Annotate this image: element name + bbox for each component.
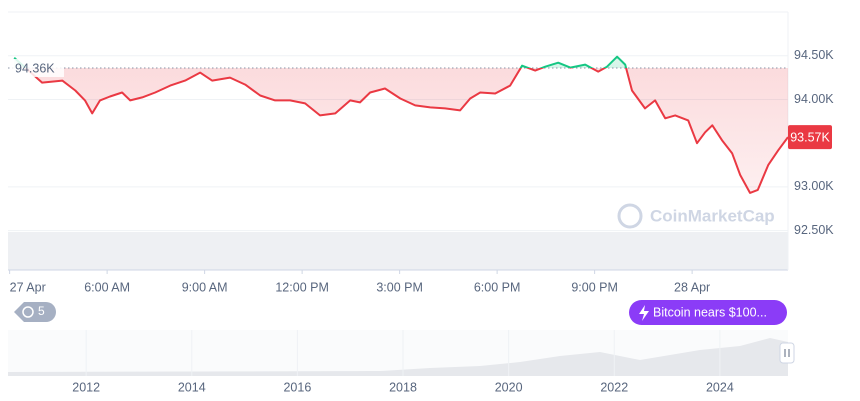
last-price-bg xyxy=(788,125,832,150)
news-text[interactable]: Bitcoin nears $100... xyxy=(653,305,767,319)
price-line xyxy=(13,55,789,194)
history-icon xyxy=(22,306,34,318)
watermark-text: CoinMarketCap xyxy=(650,206,775,225)
y-tick-label: 94.00K xyxy=(794,92,834,106)
navigator-tick-label: 2018 xyxy=(389,380,417,394)
y-tick-label: 94.50K xyxy=(794,48,834,62)
last-price-label: 93.57K xyxy=(790,130,830,144)
x-tick-label: 28 Apr xyxy=(674,280,710,294)
navigator-handle[interactable] xyxy=(779,342,795,364)
baseline-label-bg xyxy=(10,58,64,77)
navigator-tick-label: 2024 xyxy=(706,380,734,394)
history-count[interactable]: 5 xyxy=(38,304,45,318)
navigator-tick-label: 2016 xyxy=(283,380,311,394)
navigator-tick-label: 2012 xyxy=(72,380,100,394)
history-badge-bg[interactable] xyxy=(14,302,56,322)
navigator-tick-label: 2014 xyxy=(178,380,206,394)
x-tick-label: 6:00 AM xyxy=(84,280,130,294)
x-tick-label: 27 Apr xyxy=(10,280,46,294)
x-tick-label: 12:00 PM xyxy=(275,280,329,294)
baseline-label: 94.36K xyxy=(15,61,55,75)
x-tick-label: 6:00 PM xyxy=(474,280,521,294)
x-tick-label: 3:00 PM xyxy=(376,280,423,294)
navigator-tick-label: 2020 xyxy=(495,380,523,394)
volume-area xyxy=(8,232,788,270)
x-tick-label: 9:00 PM xyxy=(571,280,618,294)
news-icon xyxy=(639,305,649,321)
news-badge[interactable]: Bitcoin nears $100... xyxy=(629,300,787,325)
history-badge[interactable]: 5 xyxy=(14,302,56,322)
navigator-tick-label: 2022 xyxy=(600,380,628,394)
navigator-area xyxy=(8,338,788,376)
y-tick-label: 92.50K xyxy=(794,223,834,237)
price-area xyxy=(14,56,788,193)
x-tick-label: 9:00 AM xyxy=(182,280,228,294)
watermark-logo xyxy=(617,203,643,229)
news-badge-bg[interactable] xyxy=(629,300,787,325)
y-tick-label: 93.00K xyxy=(794,179,834,193)
watermark: CoinMarketCap xyxy=(617,203,775,229)
